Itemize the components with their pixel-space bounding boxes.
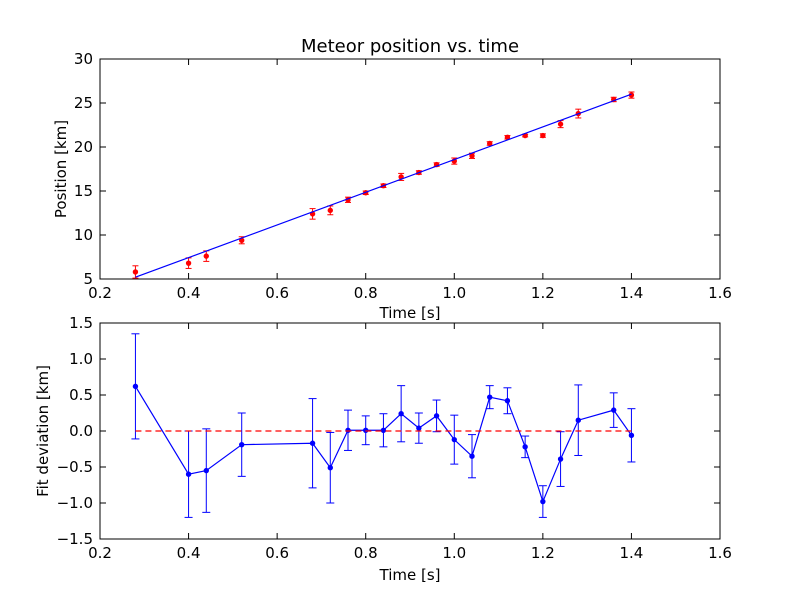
x-tick-label: 1.6 <box>708 544 732 562</box>
x-tick-label: 1.4 <box>619 544 643 562</box>
data-point <box>433 413 440 419</box>
y-tick-label: −1.5 <box>57 530 93 548</box>
data-point <box>309 440 316 446</box>
x-tick-label: 0.8 <box>354 544 378 562</box>
x-tick-label: 1.0 <box>442 544 466 562</box>
data-point <box>327 207 333 214</box>
x-tick-label: 0.6 <box>265 284 289 302</box>
x-tick-label: 1.2 <box>531 544 555 562</box>
x-tick-label: 1.4 <box>619 284 643 302</box>
data-point <box>132 269 139 275</box>
y-tick-label: 1.0 <box>69 350 93 368</box>
data-point <box>380 427 387 433</box>
deviation-data-layer <box>131 333 636 518</box>
x-tick-label: 0.4 <box>177 284 201 302</box>
data-point <box>185 471 192 477</box>
x-tick-label: 1.0 <box>442 284 466 302</box>
data-point <box>504 398 511 404</box>
data-point <box>540 498 546 505</box>
y-tick-label: 15 <box>74 182 93 200</box>
y-tick-label: 0.0 <box>69 422 93 440</box>
data-point <box>398 411 404 417</box>
position-panel: Meteor position vs. time 0.2 0.4 0.6 0.8 1.0… <box>52 36 732 322</box>
x-axis-label: Time [s] <box>379 566 441 584</box>
data-point <box>557 121 564 127</box>
deviation-panel: 0.2 0.4 0.6 0.8 1.0 1.2 1.4 1.6 −1.5 −1.0 −0.5 0.0 0… <box>34 314 732 584</box>
data-point <box>363 427 369 433</box>
data-point <box>451 436 457 443</box>
data-point <box>611 407 617 413</box>
y-tick-label: 25 <box>74 94 93 112</box>
data-point <box>203 253 209 259</box>
data-point <box>345 427 351 433</box>
position-plot-area <box>99 58 721 280</box>
x-tick-label: 0.2 <box>88 284 112 302</box>
y-tick-label: −0.5 <box>57 458 93 476</box>
position-axis-ticks: 0.2 0.4 0.6 0.8 1.0 1.2 1.4 1.6 5 10 15 20 25 30 <box>74 50 732 302</box>
position-data-layer <box>132 91 635 279</box>
x-tick-label: 1.6 <box>708 284 732 302</box>
y-tick-label: −1.0 <box>57 494 93 512</box>
data-point <box>239 441 245 448</box>
chart-title: Meteor position vs. time <box>301 36 519 57</box>
data-point <box>132 383 139 390</box>
x-tick-label: 1.2 <box>531 284 555 302</box>
y-tick-label: 10 <box>74 226 93 244</box>
data-point <box>416 425 422 431</box>
data-point <box>203 467 209 474</box>
data-point <box>487 394 493 400</box>
data-point <box>487 140 493 147</box>
deviation-line <box>134 386 632 504</box>
data-point <box>628 432 635 439</box>
data-point <box>540 132 546 139</box>
y-axis-label: Position [km] <box>52 120 70 218</box>
x-tick-label: 0.2 <box>88 544 112 562</box>
data-point <box>185 260 192 266</box>
data-point <box>327 465 333 471</box>
y-axis-label: Fit deviation [km] <box>34 365 52 497</box>
y-tick-label: 20 <box>74 138 93 156</box>
fit-line <box>135 93 632 278</box>
x-tick-label: 0.8 <box>354 284 378 302</box>
y-tick-label: 1.5 <box>69 314 93 332</box>
deviation-axis-ticks: 0.2 0.4 0.6 0.8 1.0 1.2 1.4 1.6 −1.5 −1.0 −0.5 0.0 0… <box>57 314 732 562</box>
data-point <box>469 153 475 159</box>
y-tick-label: 30 <box>74 50 93 68</box>
data-point <box>522 444 528 450</box>
data-point <box>557 456 564 462</box>
x-axis-label: Time [s] <box>379 304 441 322</box>
data-point <box>469 453 475 459</box>
x-tick-label: 0.4 <box>177 544 201 562</box>
data-point <box>575 417 581 423</box>
y-tick-label: 0.5 <box>69 386 93 404</box>
y-tick-label: 5 <box>83 270 93 288</box>
x-tick-label: 0.6 <box>265 544 289 562</box>
